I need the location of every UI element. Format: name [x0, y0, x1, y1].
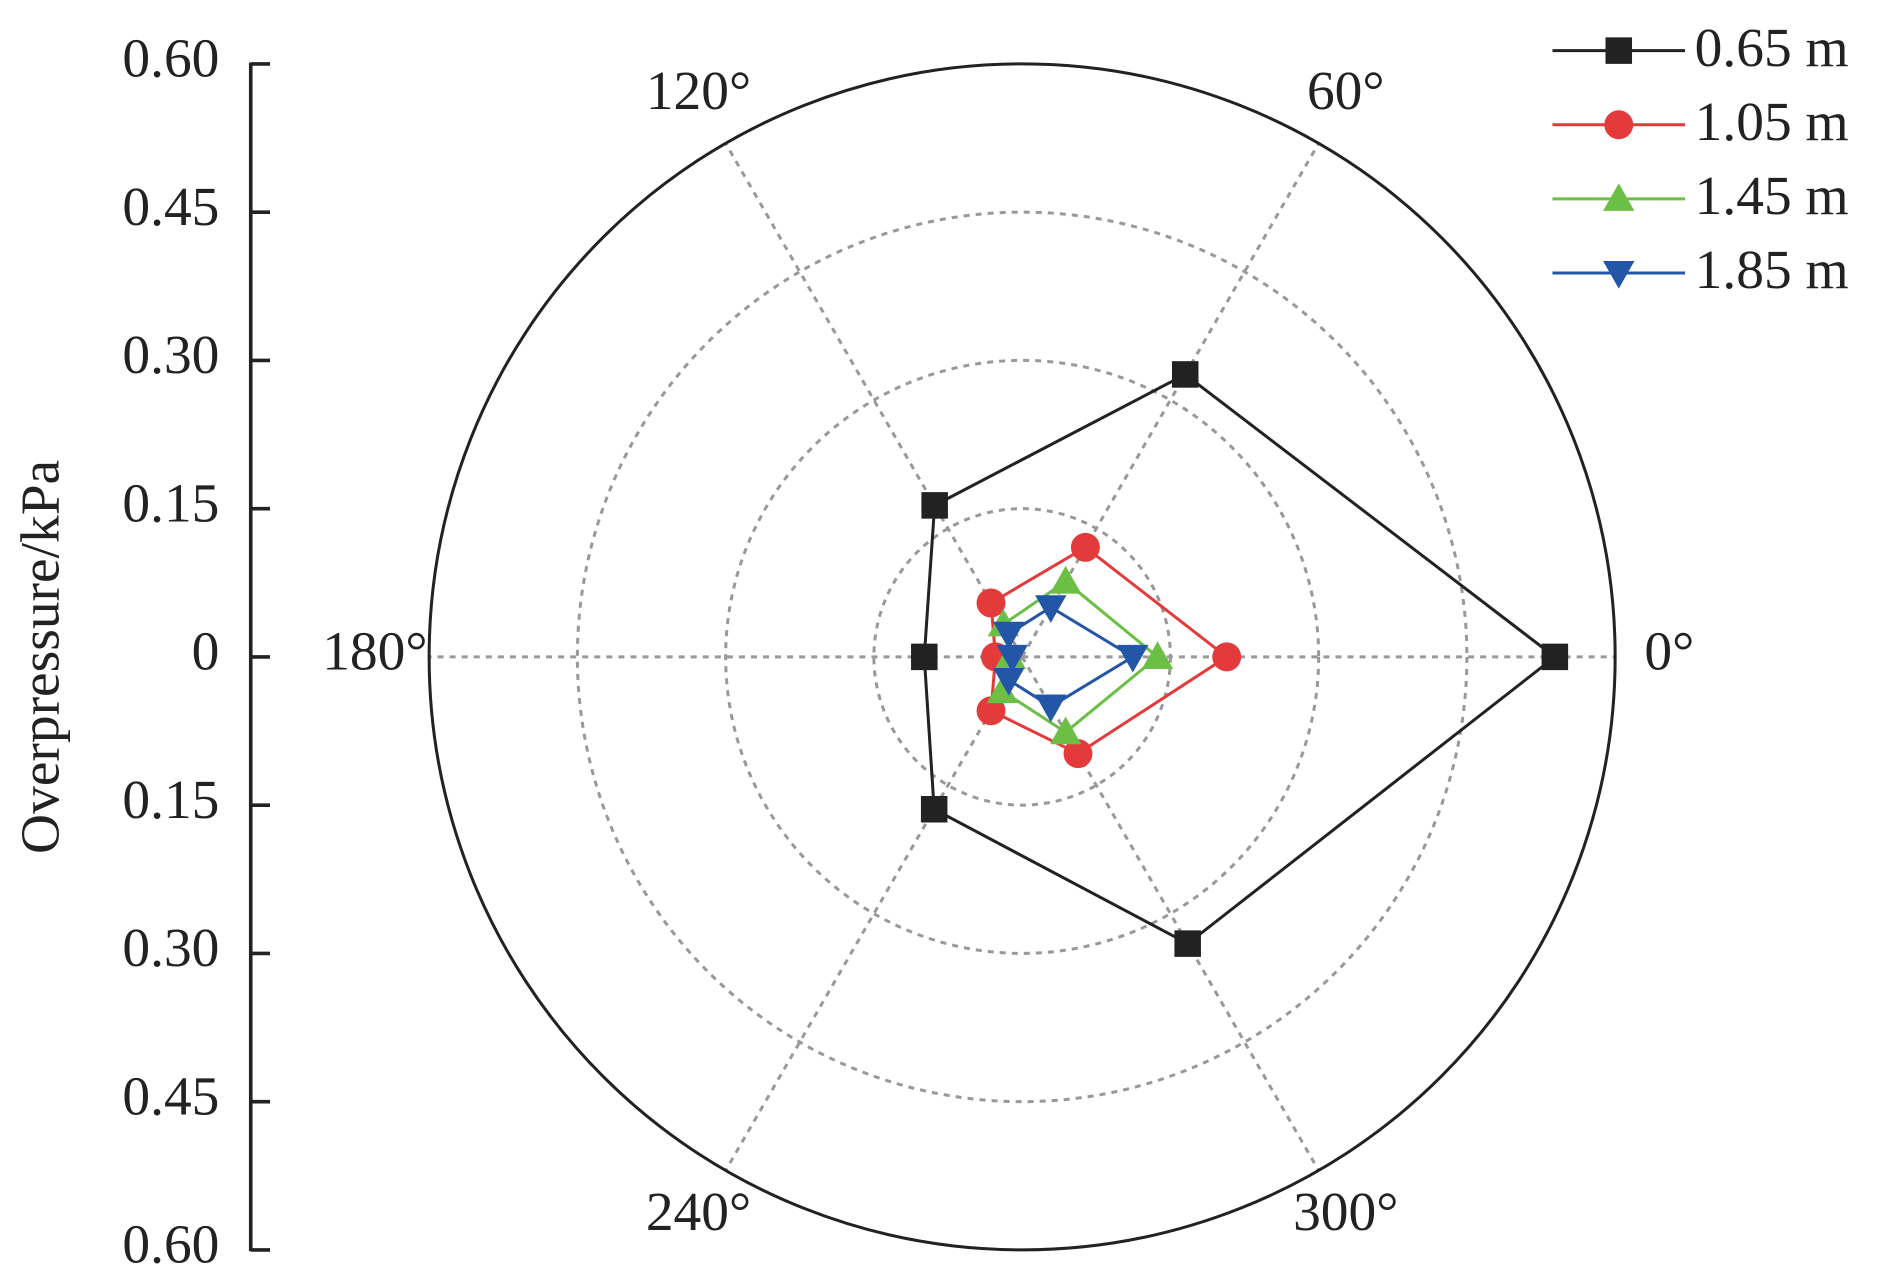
data-point	[1212, 642, 1242, 672]
data-point	[993, 667, 1025, 696]
data-point	[1035, 694, 1067, 723]
angle-label: 120°	[646, 60, 751, 121]
y-tick-label: 0.60	[122, 28, 219, 89]
data-point	[1141, 641, 1174, 669]
legend-label: 1.45 m	[1695, 165, 1849, 226]
y-tick-label: 0.45	[122, 176, 219, 237]
legend-label: 1.05 m	[1695, 91, 1849, 152]
data-point	[921, 492, 948, 519]
legend-marker	[1603, 183, 1635, 211]
legend-marker	[1603, 260, 1635, 289]
data-point	[996, 644, 1028, 673]
y-tick-label: 0.15	[122, 769, 219, 830]
legend-marker	[1604, 110, 1634, 140]
data-point	[993, 621, 1025, 650]
angle-label: 60°	[1307, 60, 1385, 121]
angular-grid-line	[1020, 142, 1320, 658]
data-point	[1049, 565, 1082, 594]
data-point	[1174, 930, 1201, 957]
data-point	[976, 696, 1006, 726]
y-tick-label: 0.60	[122, 1214, 219, 1274]
y-axis-label: Overpressure/kPa	[10, 460, 71, 854]
angle-label: 0°	[1644, 621, 1694, 682]
legend-label: 1.85 m	[1695, 239, 1849, 300]
data-point	[1117, 644, 1149, 673]
data-point	[1070, 532, 1100, 562]
radial-grid-ring	[724, 358, 1321, 955]
data-point	[1541, 643, 1569, 671]
radial-grid-ring	[575, 210, 1469, 1104]
series-line	[989, 545, 1230, 756]
data-point	[1063, 739, 1093, 769]
angular-grid-line	[724, 142, 1024, 658]
angle-label: 300°	[1293, 1181, 1398, 1242]
legend-marker	[1605, 37, 1633, 64]
angle-label: 180°	[322, 621, 427, 682]
y-tick-label: 0.30	[122, 324, 219, 385]
y-tick-label: 0.15	[122, 472, 219, 533]
data-point	[976, 588, 1006, 618]
data-point	[1035, 595, 1067, 623]
outer-ring	[427, 62, 1617, 1252]
angular-grid-line	[724, 656, 1024, 1172]
data-point	[986, 675, 1019, 704]
data-point	[1049, 716, 1082, 745]
data-point	[911, 643, 938, 671]
y-tick-label: 0.30	[122, 917, 219, 978]
data-point	[1171, 361, 1199, 388]
data-point	[920, 795, 948, 823]
y-tick-label: 0	[192, 621, 220, 682]
y-tick-label: 0.45	[122, 1065, 219, 1126]
legend-label: 0.65 m	[1695, 17, 1849, 78]
angle-label: 240°	[646, 1181, 751, 1242]
